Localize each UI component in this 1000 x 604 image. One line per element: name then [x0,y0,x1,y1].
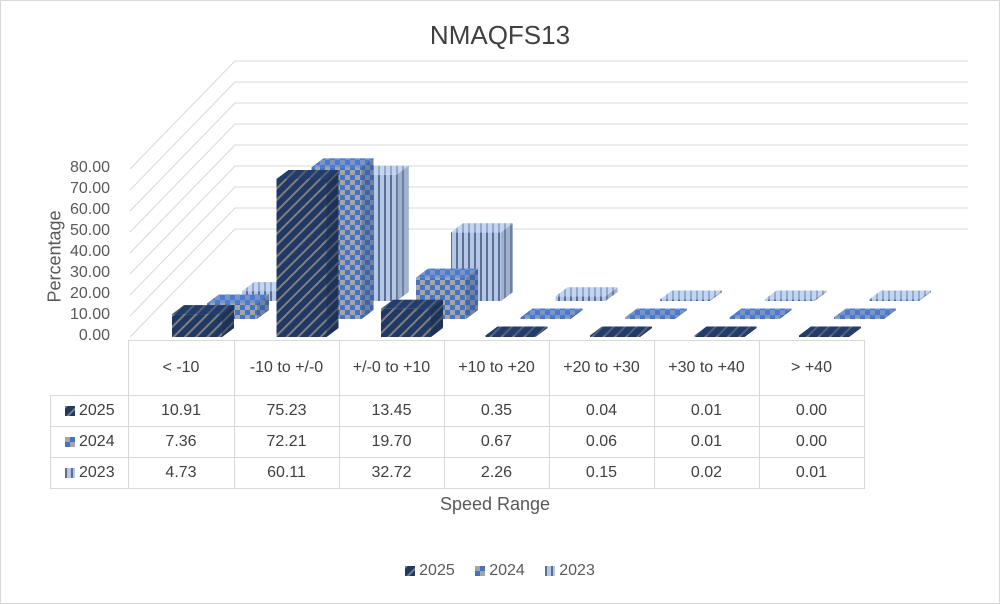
data-label: 0.04 [548,395,655,427]
category-label: +10 to +20 [443,340,550,396]
data-label: 0.35 [443,395,550,427]
y-tick-label: 70.00 [69,180,110,197]
gridline [129,60,968,170]
series-swatch [65,467,75,478]
y-tick-label: 20.00 [69,285,110,302]
category-label: +/-0 to +10 [338,340,445,396]
series-name: 2023 [79,464,115,481]
gridline [129,165,968,275]
gridline [129,102,968,212]
gridline [129,228,968,338]
data-label: 0.67 [443,426,550,458]
category-label: < -10 [127,340,235,396]
series-name: 2025 [79,402,115,419]
data-label: 13.45 [338,395,445,427]
legend-swatch [475,565,486,576]
series-swatch [65,436,75,447]
legend-label: 2025 [419,562,455,579]
data-label: 0.00 [758,395,865,427]
category-label: -10 to +/-0 [233,340,340,396]
bar [869,290,931,301]
y-tick-label: 40.00 [69,243,110,260]
data-label: 10.91 [127,395,235,427]
bar [485,326,548,337]
x-axis-label: Speed Range [439,494,551,514]
y-tick-label: 30.00 [69,264,110,281]
bar [555,287,618,301]
legend: 2025 2024 2023 [0,562,1000,580]
data-label: 4.73 [127,457,235,489]
bar [729,308,792,319]
legend-item: 2023 [545,562,595,580]
category-label: > +40 [758,340,865,396]
category-label: +30 to +40 [653,340,760,396]
y-tick-label: 80.00 [69,159,110,176]
y-tick-label: 0.00 [78,327,110,344]
data-label: 0.01 [653,395,760,427]
data-label: 0.15 [548,457,655,489]
data-label: 0.01 [653,426,760,458]
bar [381,299,443,337]
data-label: 7.36 [127,426,235,458]
legend-label: 2024 [489,562,525,579]
data-label: 0.02 [653,457,760,489]
data-label: 19.70 [338,426,445,458]
y-tick-label: 10.00 [69,306,110,323]
bar [276,170,339,337]
bar [694,326,757,337]
legend-label: 2023 [559,562,595,579]
gridline [129,186,968,296]
bar [660,290,722,301]
gridline [129,123,968,233]
data-table-row: 2025 10.91 75.23 13.45 0.35 0.04 0.01 0.… [50,395,865,427]
chart-title: NMAQFS13 [429,20,571,50]
data-label: 0.00 [758,426,865,458]
bar [834,308,896,319]
data-label: 75.23 [233,395,340,427]
series-swatch [65,405,75,416]
gridline [129,144,968,254]
category-label: +20 to +30 [548,340,655,396]
data-label: 0.01 [758,457,865,489]
data-label: 0.06 [548,426,655,458]
data-table-row: 2023 4.73 60.11 32.72 2.26 0.15 0.02 0.0… [50,457,865,489]
bar [764,290,827,301]
data-label: 72.21 [233,426,340,458]
legend-item: 2024 [475,562,525,580]
bar [172,305,234,337]
y-tick-label: 50.00 [69,222,110,239]
gridline [129,207,968,317]
data-label: 60.11 [233,457,340,489]
data-label: 32.72 [338,457,445,489]
bar [590,326,652,337]
data-table-row: 2024 7.36 72.21 19.70 0.67 0.06 0.01 0.0… [50,426,865,458]
series-name: 2024 [79,433,115,450]
data-label: 2.26 [443,457,550,489]
legend-swatch [405,565,416,576]
legend-item: 2025 [405,562,455,580]
bar [520,308,583,319]
legend-swatch [545,565,556,576]
bar [799,326,861,337]
bar [625,308,687,319]
data-table-header-row: < -10 -10 to +/-0 +/-0 to +10 +10 to +20… [50,340,865,396]
data-table: < -10 -10 to +/-0 +/-0 to +10 +10 to +20… [50,340,865,489]
gridline [129,81,968,191]
y-tick-label: 60.00 [69,201,110,218]
